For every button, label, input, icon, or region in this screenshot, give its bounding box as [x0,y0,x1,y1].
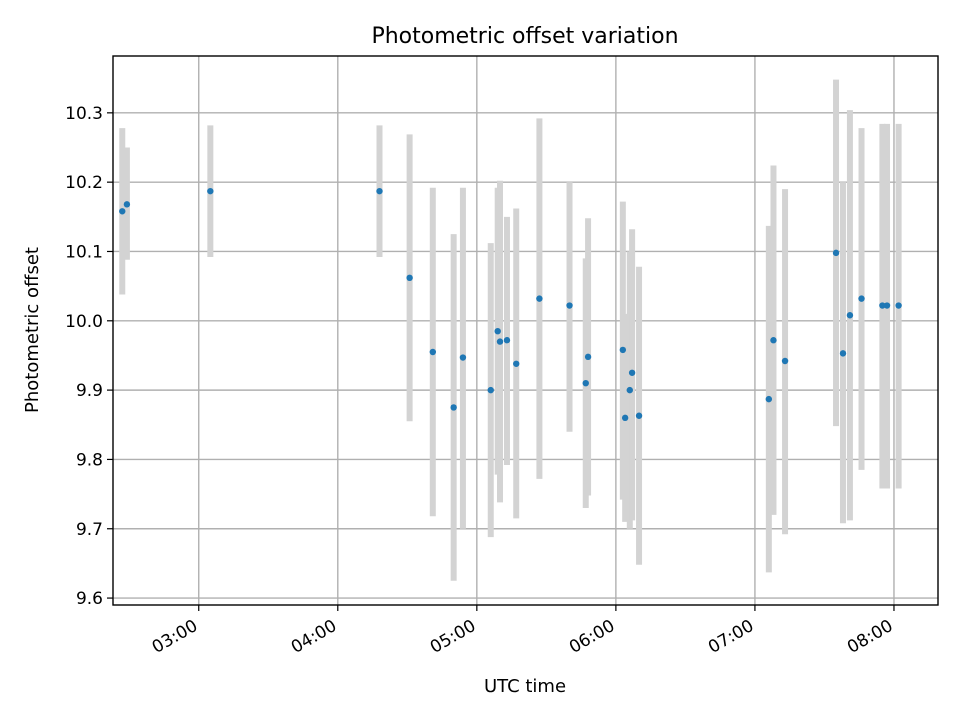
data-points [119,187,902,422]
data-point [858,295,865,302]
data-point [832,249,840,257]
data-point [628,369,636,376]
data-point [846,312,854,319]
data-point [765,395,773,403]
data-point [582,379,589,387]
data-point [487,386,494,394]
data-point [376,187,383,195]
data-point [895,302,902,309]
y-tick-label: 10.2 [65,173,103,193]
chart-title: Photometric offset variation [371,24,678,49]
data-point [781,357,789,365]
y-tick-label: 9.6 [76,589,103,609]
data-point [619,346,627,354]
data-point [883,302,891,309]
data-point [879,302,886,309]
y-tick-label: 9.8 [76,450,103,470]
data-point [584,353,592,361]
y-tick-label: 10.1 [65,242,103,262]
data-point [839,350,847,357]
y-tick-label: 10.0 [65,312,103,332]
data-point [123,201,131,208]
y-tick-label: 9.7 [76,520,103,540]
y-tick-label: 9.9 [76,381,103,401]
y-axis-ticks: 9.6 9.7 9.8 9.9 10.0 10.1 10.2 10.3 [65,104,113,609]
x-axis-label: UTC time [484,676,566,697]
data-point [459,354,467,361]
data-point [406,274,413,282]
data-point [450,404,457,411]
data-point [429,348,437,356]
data-point [207,187,214,195]
plot-frame [112,55,939,606]
data-point [513,360,520,367]
y-axis-label: Photometric offset [22,247,43,413]
data-point [626,386,633,394]
data-point [770,337,777,344]
data-point [621,414,629,422]
data-point [494,327,501,335]
y-tick-label: 10.3 [65,104,103,124]
data-point [119,208,126,215]
data-point [566,302,573,309]
data-point [503,337,511,344]
data-point [635,412,643,419]
data-point [496,338,504,345]
data-point [536,295,543,302]
grid-lines [113,56,938,605]
